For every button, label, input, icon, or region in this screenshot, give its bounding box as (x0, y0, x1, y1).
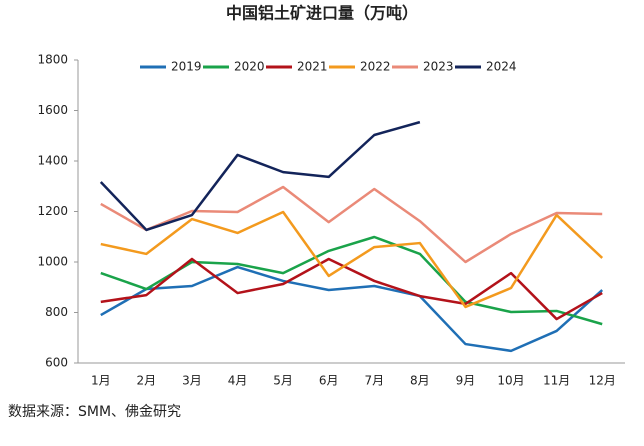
legend-label: 2024 (486, 60, 517, 74)
x-tick-label: 3月 (182, 374, 202, 388)
x-tick-label: 7月 (364, 374, 384, 388)
x-tick-label: 5月 (273, 374, 293, 388)
line-series (100, 235, 603, 326)
line-series (100, 210, 604, 309)
x-tick-label: 1月 (91, 374, 111, 388)
chart-title: 中国铝土矿进口量（万吨） (226, 4, 418, 23)
x-tick-label: 10月 (497, 374, 524, 388)
line-series (100, 185, 603, 264)
line-series (99, 120, 421, 232)
x-tick-label: 11月 (543, 374, 570, 388)
x-tick-label: 4月 (228, 374, 248, 388)
x-tick-label: 2月 (137, 374, 157, 388)
x-tick-label: 12月 (589, 374, 616, 388)
line-series (100, 265, 604, 353)
y-tick-label: 1200 (37, 204, 68, 218)
y-tick-label: 1400 (37, 154, 68, 168)
source: 数据来源：SMM、佛金研究 (8, 404, 181, 420)
legend-label: 2019 (171, 60, 202, 74)
x-tick-label: 6月 (319, 374, 339, 388)
y-tick-label: 1800 (37, 53, 68, 67)
legend-label: 2021 (297, 60, 328, 74)
y-tick-label: 1600 (37, 103, 68, 117)
y-tick-label: 600 (45, 356, 68, 370)
x-tick-label: 8月 (410, 374, 430, 388)
legend-label: 2020 (234, 60, 265, 74)
line-series (100, 257, 603, 321)
y-tick-label: 800 (45, 305, 68, 319)
legend-label: 2023 (423, 60, 454, 74)
y-tick-label: 1000 (37, 255, 68, 269)
legend-label: 2022 (360, 60, 391, 74)
x-tick-label: 9月 (456, 374, 476, 388)
